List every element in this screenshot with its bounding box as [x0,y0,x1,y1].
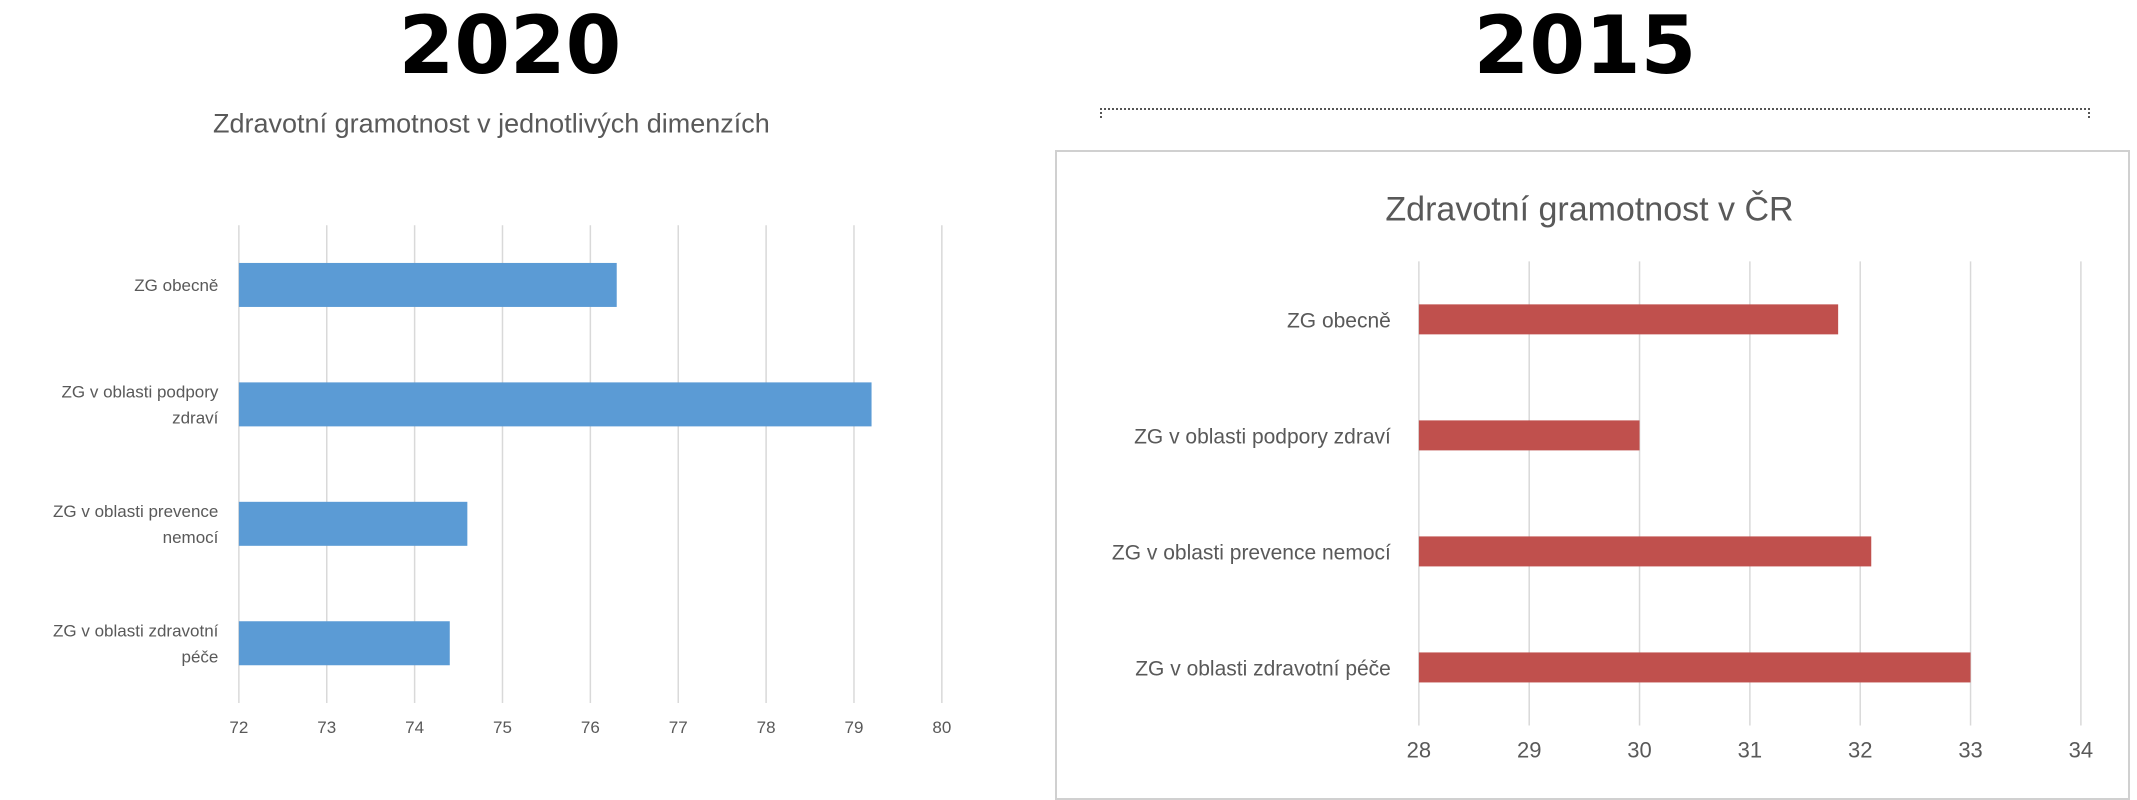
chart-2015-x-tick-label: 32 [1848,737,1872,762]
chart-2015-x-tick-label: 34 [2069,737,2093,762]
chart-2020-x-tick-label: 80 [932,718,951,737]
chart-2015-svg: Zdravotní gramotnost v ČR 28 29 30 31 32 33 34 Z… [1112,190,2093,762]
chart-2015-category-label: ZG obecně [1287,309,1391,332]
chart-2020-x-tick-label: 78 [757,718,776,737]
chart-2020-category-label: ZG obecně [134,276,218,295]
chart-2020-category-label: ZG v oblasti zdravotní péče [53,621,219,666]
chart-2020-bar [238,382,872,427]
chart-2020-title: Zdravotní gramotnost v jednotlivých dime… [213,108,770,138]
chart-2020-category-label: ZG v oblasti prevence nemocí [53,502,219,547]
chart-2015-bar [1418,420,1640,451]
chart-2015-title: Zdravotní gramotnost v ČR [1385,190,1793,228]
chart-2015-category-label: ZG v oblasti zdravotní péče [1135,657,1391,680]
chart-2015-x-tick-label: 28 [1407,737,1431,762]
chart-2020-x-tick-label: 73 [317,718,336,737]
selection-bracket [1100,108,2090,118]
chart-2020-category-label: ZG v oblasti podpory zdraví [62,382,219,427]
chart-2020-x-tick-label: 75 [493,718,512,737]
chart-2020-svg: Zdravotní gramotnost v jednotlivých dime… [53,108,951,737]
year-heading-2015: 2015 [1473,0,1697,92]
chart-2015-bar [1418,536,1872,567]
chart-2020-x-tick-label: 79 [845,718,864,737]
chart-2020-bar [238,501,468,546]
chart-2020-x-tick-label: 76 [581,718,600,737]
chart-2020-bar [238,621,450,666]
chart-2015-x-tick-label: 31 [1738,737,1762,762]
year-heading-2020: 2020 [398,0,622,92]
chart-2015-category-label: ZG v oblasti podpory zdraví [1134,425,1391,448]
chart-2015-bar [1418,304,1839,335]
chart-2015-x-tick-label: 30 [1627,737,1651,762]
chart-2020-bar [238,262,617,307]
chart-2020-x-tick-label: 74 [405,718,424,737]
chart-2020-x-tick-label: 77 [669,718,688,737]
chart-2015[interactable]: Zdravotní gramotnost v ČR 28 29 30 31 32 33 34 Z… [1055,150,2130,800]
chart-2015-bar [1418,652,1971,683]
chart-2015-category-label: ZG v oblasti prevence nemocí [1112,541,1391,564]
chart-2020-x-tick-label: 72 [229,718,248,737]
chart-2015-x-tick-label: 29 [1517,737,1541,762]
chart-2015-x-tick-label: 33 [1958,737,1982,762]
chart-2020: Zdravotní gramotnost v jednotlivých dime… [0,90,1050,800]
